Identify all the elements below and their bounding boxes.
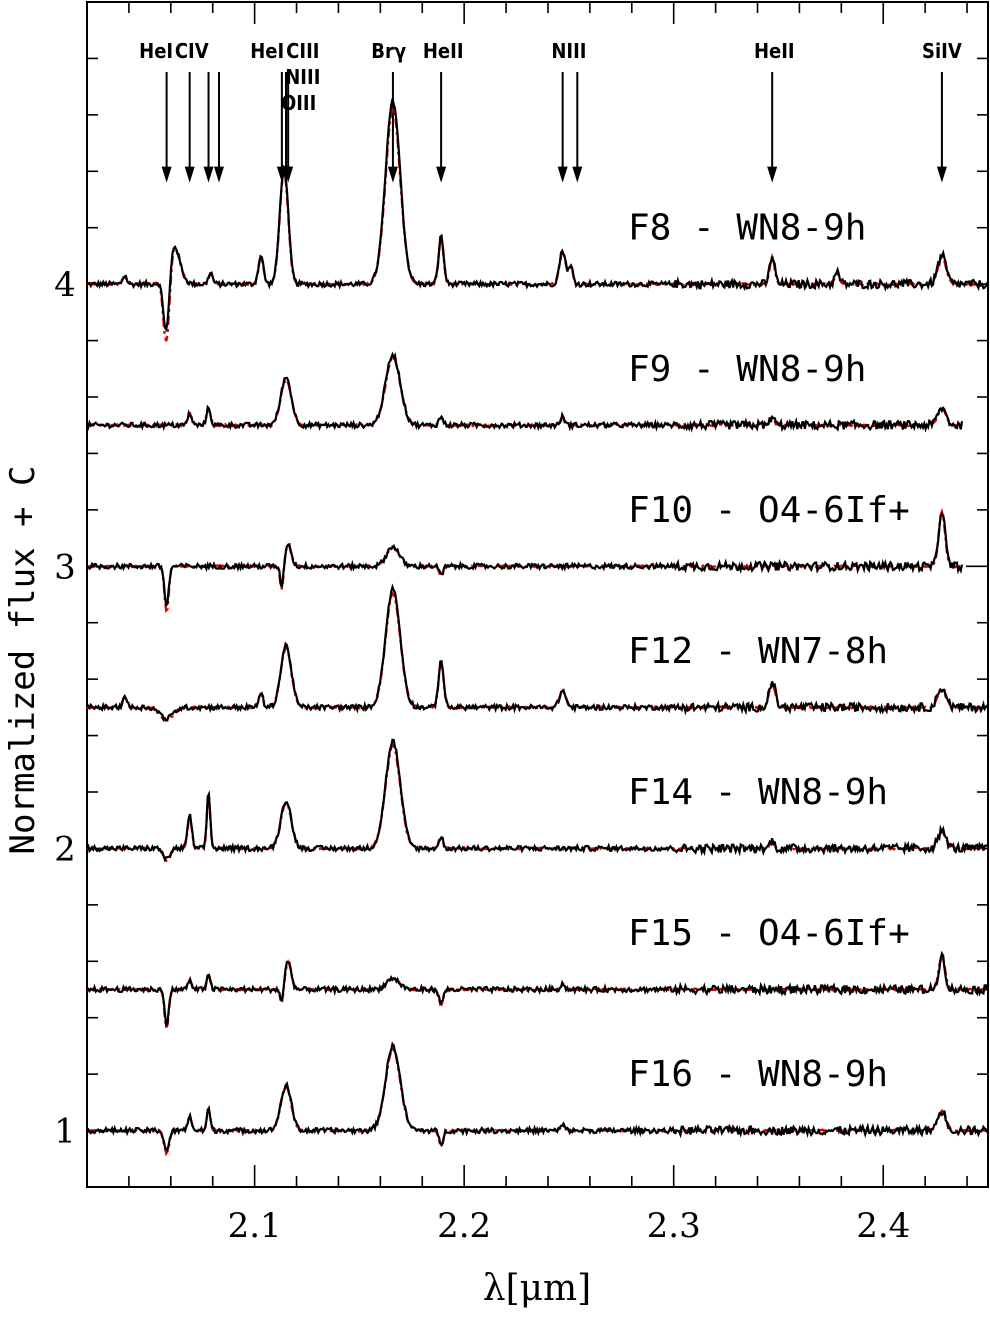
line-id-label: HeII	[754, 39, 795, 63]
line-id-arrowhead	[436, 166, 447, 183]
line-id-label: HeI	[139, 39, 173, 63]
y-tick-label: 3	[54, 547, 76, 587]
line-id-label: NIII	[551, 39, 586, 63]
x-tick-label: 2.2	[437, 1206, 491, 1246]
line-id-label: CIII	[286, 39, 319, 63]
x-tick-label: 2.3	[647, 1206, 701, 1246]
line-id-arrowhead	[161, 166, 172, 183]
observed-spectrum	[86, 98, 989, 332]
line-id-arrowhead	[767, 166, 778, 183]
line-id-label: OIII	[281, 91, 316, 115]
y-tick-label: 4	[54, 265, 76, 305]
line-id-label: CIV	[175, 39, 209, 63]
plot-frame	[86, 1, 989, 1188]
x-tick-label: 2.4	[856, 1206, 910, 1246]
line-id-arrowhead	[203, 166, 214, 183]
spectrum-label: F8 - WN8-9h	[628, 208, 866, 249]
line-id-label: SiIV	[922, 39, 962, 63]
spectra-series	[85, 98, 989, 1157]
observed-spectrum	[87, 583, 989, 723]
y-tick-label: 1	[54, 1112, 76, 1152]
observed-spectrum	[86, 1041, 989, 1153]
axes	[86, 1, 989, 1188]
spectrum-label: F10 - O4-6If+	[628, 490, 910, 531]
line-id-arrowhead	[184, 166, 195, 183]
model-spectrum	[86, 107, 988, 342]
spectrum-label: F14 - WN8-9h	[628, 772, 888, 813]
spectrum-label: F16 - WN8-9h	[628, 1054, 888, 1095]
observed-spectrum	[86, 950, 989, 1029]
spectrum-label: F15 - O4-6If+	[628, 913, 910, 954]
x-tick-label: 2.1	[228, 1206, 282, 1246]
line-id-label: NIII	[285, 65, 320, 89]
ticks: 2.1 2.2 2.3 2.4 1 2 3 4	[54, 1, 988, 1246]
line-id-arrowhead	[387, 166, 398, 183]
x-axis-title: λ[μm]	[483, 1268, 591, 1309]
observed-spectrum	[85, 351, 964, 433]
y-tick-label: 2	[54, 829, 76, 869]
line-id-arrowhead	[557, 166, 568, 183]
spectrum-labels: F8 - WN8-9h F9 - WN8-9h F10 - O4-6If+ F12 -…	[628, 208, 910, 1095]
line-id-arrowhead	[936, 166, 947, 183]
line-id-label: Brγ	[371, 39, 406, 63]
spectrum-label: F9 - WN8-9h	[628, 349, 866, 390]
line-id-label: HeII	[423, 39, 464, 63]
spectrum-label: F12 - WN7-8h	[628, 631, 888, 672]
line-id-label: HeI	[250, 39, 284, 63]
observed-spectrum	[86, 512, 964, 607]
observed-spectrum	[86, 738, 988, 863]
y-axis-title: Normalized flux + C	[3, 466, 43, 855]
line-id-arrowhead	[214, 166, 225, 183]
line-id-arrowhead	[572, 166, 583, 183]
